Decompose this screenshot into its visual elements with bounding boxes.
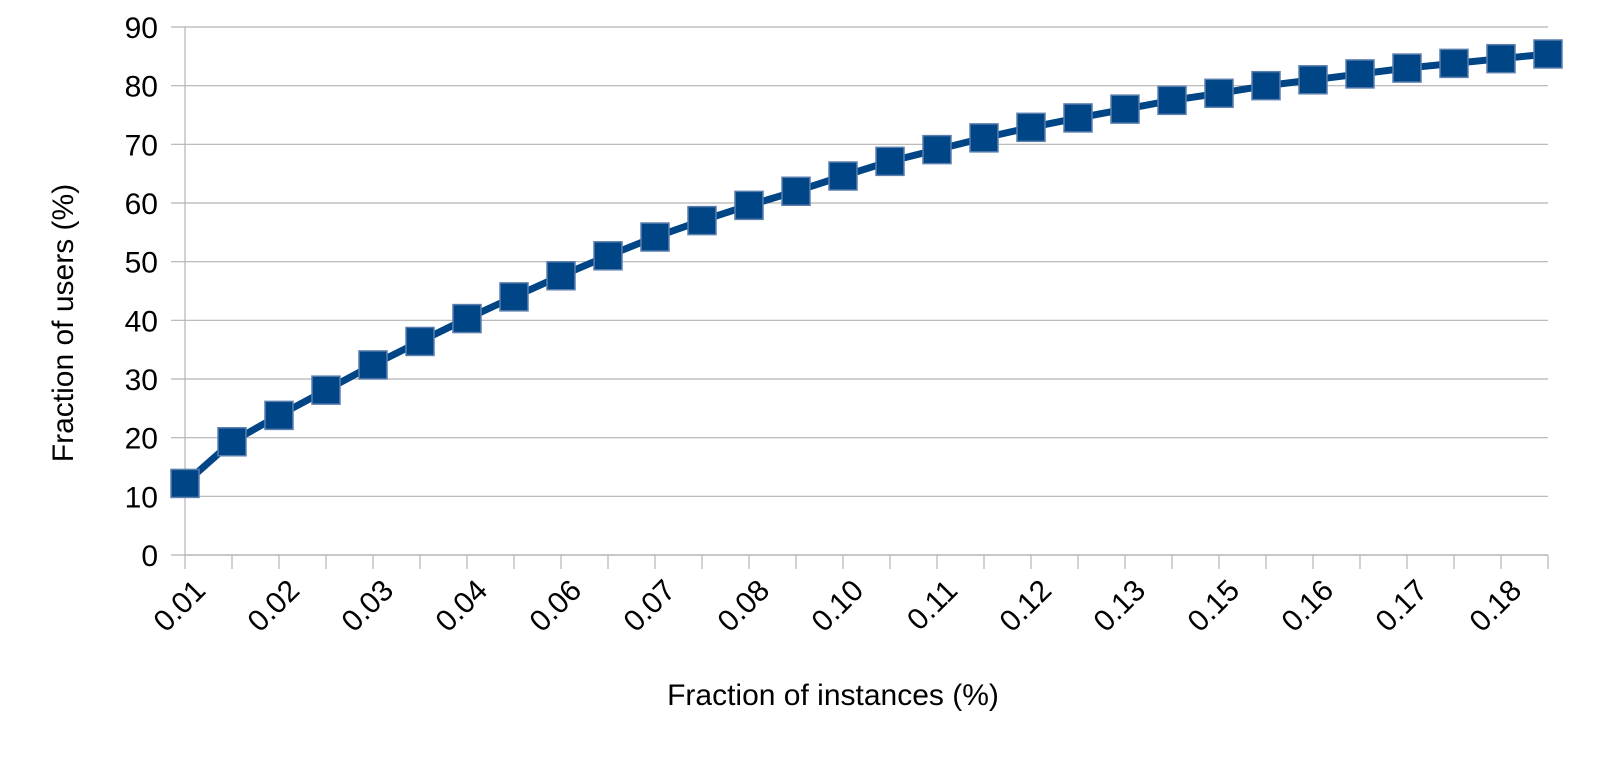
- data-point-marker: [734, 190, 764, 221]
- data-point-marker: [1110, 94, 1140, 124]
- data-point-marker: [640, 222, 670, 252]
- data-point-marker: [828, 161, 858, 191]
- axes: [184, 27, 1549, 569]
- x-tick-label: 0.08: [711, 574, 776, 639]
- data-point-marker: [1486, 43, 1516, 74]
- y-tick-label: 30: [125, 364, 158, 397]
- x-tick-label: 0.01: [147, 574, 212, 639]
- data-point-marker: [1251, 70, 1281, 101]
- y-tick-label: 0: [141, 540, 158, 573]
- x-axis-title: Fraction of instances (%): [667, 679, 999, 712]
- data-point-marker: [781, 176, 811, 207]
- y-tick-label: 50: [125, 247, 158, 280]
- series-line: [182, 50, 1549, 487]
- x-tick-label: 0.06: [523, 574, 588, 639]
- x-tick-label: 0.16: [1275, 574, 1340, 639]
- x-tick-label: 0.17: [1369, 574, 1434, 639]
- data-point-marker: [969, 123, 999, 153]
- data-point-marker: [687, 205, 717, 236]
- data-point-marker: [1157, 85, 1187, 116]
- data-point-marker: [922, 134, 952, 165]
- x-tick-label: 0.12: [993, 574, 1058, 639]
- grid-lines: [171, 26, 1548, 556]
- x-tick-label: 0.13: [1087, 574, 1152, 639]
- y-tick-labels: 0 10 20 30 40 50 60 70 80 90: [125, 12, 158, 573]
- x-tick-label: 0.03: [335, 574, 400, 639]
- data-point-marker: [499, 282, 529, 312]
- data-point-marker: [1533, 39, 1563, 69]
- x-tick-label: 0.11: [901, 574, 964, 637]
- y-tick-label: 70: [125, 129, 158, 162]
- data-point-marker: [1204, 78, 1234, 109]
- y-tick-label: 20: [125, 423, 158, 456]
- data-point-marker: [217, 427, 247, 457]
- data-point-marker: [170, 468, 200, 499]
- data-point-marker: [311, 375, 341, 405]
- data-point-marker: [1063, 103, 1093, 133]
- y-tick-label: 80: [125, 71, 158, 104]
- data-point-marker: [593, 241, 623, 271]
- data-point-marker: [1016, 112, 1046, 143]
- data-point-marker: [1345, 59, 1375, 89]
- data-point-marker: [452, 303, 482, 334]
- y-axis-title: Fraction of users (%): [47, 184, 80, 462]
- x-tick-label: 0.18: [1463, 574, 1528, 639]
- x-tick-label: 0.10: [805, 574, 870, 639]
- x-tick-label: 0.07: [617, 574, 682, 639]
- data-point-marker: [358, 350, 388, 380]
- y-tick-label: 40: [125, 305, 158, 338]
- x-tick-label: 0.15: [1181, 574, 1246, 639]
- data-point-marker: [875, 146, 905, 177]
- x-tick-label: 0.04: [429, 574, 494, 639]
- data-point-marker: [264, 400, 294, 431]
- data-point-marker: [1298, 65, 1328, 95]
- data-point-marker: [1392, 53, 1422, 83]
- x-tick-label: 0.02: [241, 574, 306, 639]
- data-point-marker: [546, 260, 576, 291]
- series-group: [170, 39, 1563, 499]
- y-tick-label: 60: [125, 188, 158, 221]
- data-point-marker: [405, 326, 435, 357]
- x-tick-labels: 0.01 0.02 0.03 0.04 0.06 0.07 0.08 0.10 0.11 0.12…: [147, 574, 1528, 639]
- y-tick-label: 10: [125, 481, 158, 514]
- data-point-marker: [1439, 48, 1469, 79]
- y-tick-label: 90: [125, 12, 158, 45]
